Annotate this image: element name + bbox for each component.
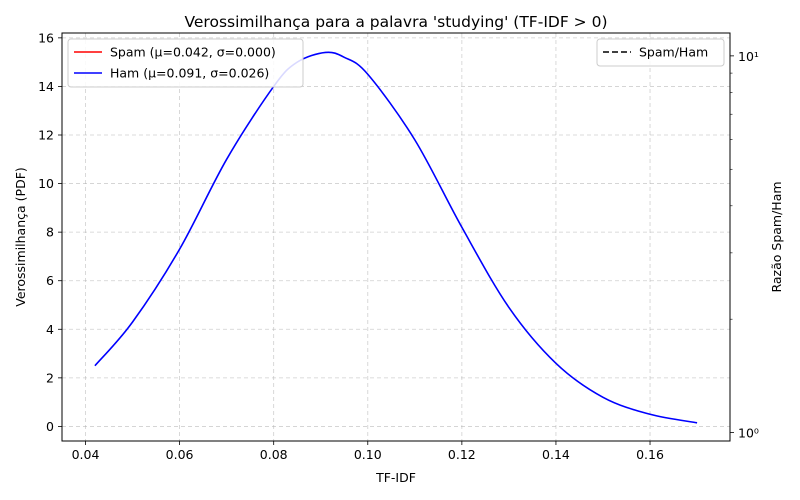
y-axis-left: 0 2 4 6 8 10 12 14 16: [38, 30, 62, 434]
y-axis-label: Verossimilhança (PDF): [13, 167, 28, 307]
y2-axis-label: Razão Spam/Ham: [769, 181, 784, 292]
plot-area: [94, 51, 698, 424]
x-tick-label: 0.10: [354, 447, 382, 462]
y-tick-label: 0: [46, 419, 54, 434]
plot-frame: [61, 32, 731, 442]
y-tick-label: 4: [46, 322, 54, 337]
y-tick-label: 6: [46, 273, 54, 288]
legend-entry: Ham (μ=0.091, σ=0.026): [110, 66, 269, 81]
y-tick-label: 10: [38, 176, 54, 191]
x-axis-label: TF-IDF: [375, 470, 416, 485]
y2-tick-label: 10⁰: [738, 426, 759, 441]
legend-entry: Spam/Ham: [639, 45, 708, 60]
series-line-1: [94, 51, 698, 424]
y-tick-label: 16: [38, 30, 54, 45]
y2-tick-label: 10¹: [738, 49, 759, 64]
x-tick-label: 0.04: [72, 447, 100, 462]
legend-right: Spam/Ham: [596, 38, 725, 67]
y-tick-label: 14: [38, 79, 54, 94]
legend-box: [67, 38, 304, 88]
x-axis: 0.04 0.06 0.08 0.10 0.12 0.14 0.16: [72, 441, 664, 462]
chart-title: Verossimilhança para a palavra 'studying…: [185, 13, 608, 31]
y-tick-label: 8: [46, 225, 54, 240]
x-tick-label: 0.06: [166, 447, 194, 462]
x-tick-label: 0.12: [448, 447, 476, 462]
x-tick-label: 0.14: [542, 447, 570, 462]
legend-left: Spam (μ=0.042, σ=0.000) Ham (μ=0.091, σ=0…: [67, 38, 304, 88]
y-tick-label: 12: [38, 128, 54, 143]
y-axis-right: 10⁰ 10¹: [730, 49, 759, 441]
x-tick-label: 0.08: [260, 447, 288, 462]
legend-box: [596, 38, 725, 67]
grid: [62, 33, 730, 441]
x-tick-label: 0.16: [636, 447, 664, 462]
y-tick-label: 2: [46, 370, 54, 385]
legend-entry: Spam (μ=0.042, σ=0.000): [110, 45, 276, 60]
